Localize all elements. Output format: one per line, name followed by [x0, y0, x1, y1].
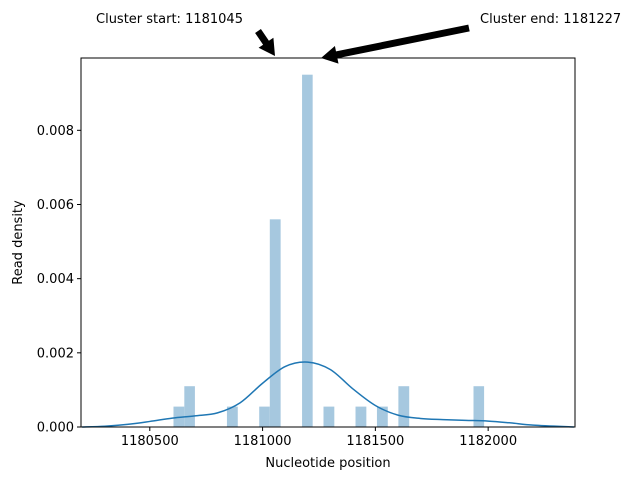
x-axis-ticks: 1180500 1181000 1181500 1182000	[121, 427, 517, 449]
plot-area-frame	[80, 57, 576, 428]
y-axis-label: Read density	[11, 200, 26, 285]
histogram-bar-10	[473, 386, 485, 427]
annotation-label: Cluster end: 1181227	[480, 12, 621, 27]
y-tick-label: 0.006	[37, 198, 74, 213]
histogram-bars	[173, 74, 485, 427]
histogram-bar-5	[302, 74, 313, 427]
histogram-bar-4	[269, 219, 281, 427]
x-axis-label: Nucleotide position	[265, 456, 390, 471]
histogram-bar-2	[226, 406, 238, 427]
histogram-bar-3	[259, 406, 270, 427]
y-axis-ticks: 0.000 0.002 0.004 0.006 0.008	[37, 124, 81, 436]
histogram-bar-9	[398, 386, 410, 427]
kde-curve-group	[82, 361, 574, 428]
x-tick-label: 1181000	[234, 434, 292, 449]
histogram-bar-7	[355, 406, 367, 427]
y-tick-label: 0.008	[37, 124, 74, 139]
x-tick-label: 1180500	[121, 434, 179, 449]
x-tick-label: 1182000	[459, 434, 517, 449]
kde-curve	[82, 361, 574, 428]
y-tick-label: 0.004	[37, 272, 74, 287]
histogram-bar-6	[323, 406, 335, 427]
annotations: Cluster start: 1181045 Cluster end: 11812…	[96, 12, 621, 64]
annotation-label: Cluster start: 1181045	[96, 12, 243, 27]
x-tick-label: 1181500	[346, 434, 404, 449]
y-tick-label: 0.000	[37, 421, 74, 436]
annotation-arrow	[255, 29, 275, 56]
histogram-bar-1	[184, 386, 195, 427]
histogram-bar-8	[376, 406, 388, 427]
annotation-arrow	[321, 24, 470, 64]
y-tick-label: 0.002	[37, 346, 74, 361]
